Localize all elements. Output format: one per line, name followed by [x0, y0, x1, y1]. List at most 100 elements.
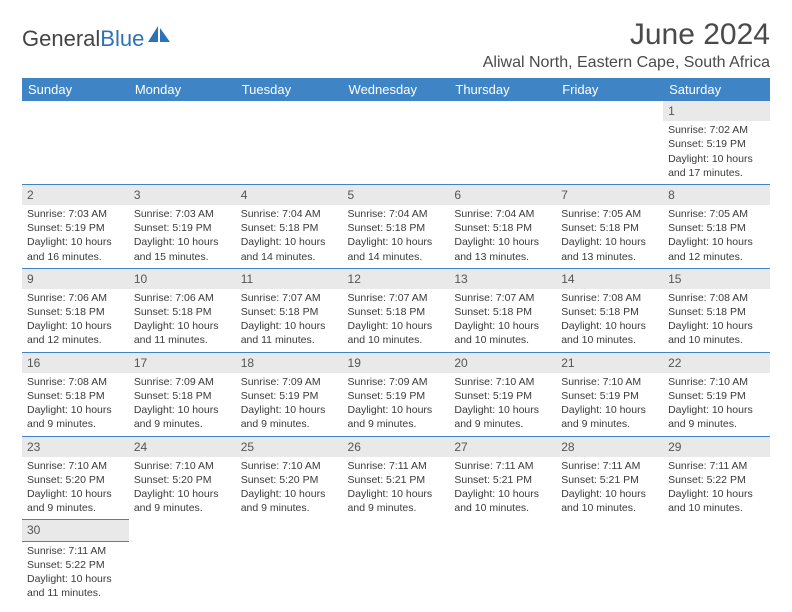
calendar-cell: 23Sunrise: 7:10 AMSunset: 5:20 PMDayligh…	[22, 436, 129, 520]
day-line: and 12 minutes.	[27, 333, 124, 347]
day-line: Sunrise: 7:04 AM	[454, 207, 551, 221]
day-line: and 9 minutes.	[348, 417, 445, 431]
day-line: Daylight: 10 hours	[27, 319, 124, 333]
day-line: and 9 minutes.	[241, 417, 338, 431]
day-line: Daylight: 10 hours	[454, 403, 551, 417]
day-line: and 11 minutes.	[27, 586, 124, 600]
day-line: Sunrise: 7:09 AM	[348, 375, 445, 389]
day-number: 21	[556, 352, 663, 373]
calendar-cell	[343, 519, 450, 604]
calendar-cell: 17Sunrise: 7:09 AMSunset: 5:18 PMDayligh…	[129, 352, 236, 436]
day-number: 6	[449, 184, 556, 205]
day-body: Sunrise: 7:07 AMSunset: 5:18 PMDaylight:…	[449, 289, 556, 352]
day-line: Sunrise: 7:07 AM	[241, 291, 338, 305]
calendar-cell	[22, 101, 129, 184]
calendar-week: 30Sunrise: 7:11 AMSunset: 5:22 PMDayligh…	[22, 519, 770, 604]
day-line: Daylight: 10 hours	[348, 235, 445, 249]
day-line: Sunrise: 7:10 AM	[134, 459, 231, 473]
day-line: Sunrise: 7:06 AM	[27, 291, 124, 305]
day-number: 18	[236, 352, 343, 373]
day-number: 28	[556, 436, 663, 457]
day-body: Sunrise: 7:10 AMSunset: 5:19 PMDaylight:…	[663, 373, 770, 436]
day-number: 29	[663, 436, 770, 457]
day-line: Sunrise: 7:03 AM	[27, 207, 124, 221]
day-header-row: Sunday Monday Tuesday Wednesday Thursday…	[22, 78, 770, 101]
day-line: Daylight: 10 hours	[241, 487, 338, 501]
day-line: Daylight: 10 hours	[668, 152, 765, 166]
day-line: Sunrise: 7:08 AM	[561, 291, 658, 305]
brand-part2: Blue	[100, 26, 144, 52]
day-line: Sunrise: 7:05 AM	[561, 207, 658, 221]
day-body: Sunrise: 7:10 AMSunset: 5:20 PMDaylight:…	[236, 457, 343, 520]
day-line: Sunrise: 7:11 AM	[668, 459, 765, 473]
day-line: and 17 minutes.	[668, 166, 765, 180]
day-body: Sunrise: 7:09 AMSunset: 5:19 PMDaylight:…	[343, 373, 450, 436]
day-line: Daylight: 10 hours	[27, 403, 124, 417]
calendar-cell	[236, 519, 343, 604]
day-line: Sunset: 5:18 PM	[348, 305, 445, 319]
day-line: Daylight: 10 hours	[241, 403, 338, 417]
day-body: Sunrise: 7:10 AMSunset: 5:20 PMDaylight:…	[22, 457, 129, 520]
calendar-cell: 26Sunrise: 7:11 AMSunset: 5:21 PMDayligh…	[343, 436, 450, 520]
day-line: Daylight: 10 hours	[454, 319, 551, 333]
day-number: 15	[663, 268, 770, 289]
day-line: Sunset: 5:18 PM	[454, 221, 551, 235]
day-line: and 9 minutes.	[134, 501, 231, 515]
day-line: Sunset: 5:21 PM	[561, 473, 658, 487]
day-line: and 9 minutes.	[454, 417, 551, 431]
dayhdr-sat: Saturday	[663, 78, 770, 101]
day-line: Sunset: 5:22 PM	[27, 558, 124, 572]
day-body: Sunrise: 7:11 AMSunset: 5:22 PMDaylight:…	[663, 457, 770, 520]
day-line: Sunset: 5:18 PM	[134, 305, 231, 319]
day-line: Sunset: 5:22 PM	[668, 473, 765, 487]
day-body: Sunrise: 7:10 AMSunset: 5:19 PMDaylight:…	[449, 373, 556, 436]
day-number: 24	[129, 436, 236, 457]
calendar-cell: 29Sunrise: 7:11 AMSunset: 5:22 PMDayligh…	[663, 436, 770, 520]
day-number: 4	[236, 184, 343, 205]
day-line: Sunrise: 7:08 AM	[27, 375, 124, 389]
calendar-cell: 5Sunrise: 7:04 AMSunset: 5:18 PMDaylight…	[343, 184, 450, 268]
day-line: and 10 minutes.	[454, 333, 551, 347]
day-line: Sunset: 5:19 PM	[348, 389, 445, 403]
day-line: Daylight: 10 hours	[134, 235, 231, 249]
calendar-cell: 7Sunrise: 7:05 AMSunset: 5:18 PMDaylight…	[556, 184, 663, 268]
calendar-cell	[343, 101, 450, 184]
day-line: Daylight: 10 hours	[668, 403, 765, 417]
day-body: Sunrise: 7:08 AMSunset: 5:18 PMDaylight:…	[22, 373, 129, 436]
calendar-cell: 12Sunrise: 7:07 AMSunset: 5:18 PMDayligh…	[343, 268, 450, 352]
day-body: Sunrise: 7:02 AMSunset: 5:19 PMDaylight:…	[663, 121, 770, 184]
day-body: Sunrise: 7:04 AMSunset: 5:18 PMDaylight:…	[343, 205, 450, 268]
calendar-week: 2Sunrise: 7:03 AMSunset: 5:19 PMDaylight…	[22, 184, 770, 268]
calendar-cell	[236, 101, 343, 184]
day-line: and 9 minutes.	[241, 501, 338, 515]
day-line: Daylight: 10 hours	[134, 319, 231, 333]
day-line: and 10 minutes.	[668, 333, 765, 347]
calendar-cell: 6 Sunrise: 7:04 AMSunset: 5:18 PMDaylight…	[449, 184, 556, 268]
day-body: Sunrise: 7:11 AMSunset: 5:21 PMDaylight:…	[343, 457, 450, 520]
day-line: Sunrise: 7:03 AM	[134, 207, 231, 221]
day-line: Sunset: 5:20 PM	[134, 473, 231, 487]
day-body: Sunrise: 7:09 AMSunset: 5:18 PMDaylight:…	[129, 373, 236, 436]
day-line: Sunrise: 7:10 AM	[668, 375, 765, 389]
title-block: June 2024 Aliwal North, Eastern Cape, So…	[483, 18, 770, 72]
dayhdr-wed: Wednesday	[343, 78, 450, 101]
day-line: Sunset: 5:20 PM	[27, 473, 124, 487]
day-number: 9	[22, 268, 129, 289]
day-line: and 14 minutes.	[348, 250, 445, 264]
day-line: Sunrise: 7:11 AM	[27, 544, 124, 558]
day-line: Daylight: 10 hours	[668, 235, 765, 249]
day-line: Sunrise: 7:05 AM	[668, 207, 765, 221]
calendar-cell	[663, 519, 770, 604]
calendar-cell: 4Sunrise: 7:04 AMSunset: 5:18 PMDaylight…	[236, 184, 343, 268]
day-line: Daylight: 10 hours	[348, 319, 445, 333]
calendar-cell: 13Sunrise: 7:07 AMSunset: 5:18 PMDayligh…	[449, 268, 556, 352]
day-line: Daylight: 10 hours	[454, 235, 551, 249]
calendar-cell: 28Sunrise: 7:11 AMSunset: 5:21 PMDayligh…	[556, 436, 663, 520]
day-body: Sunrise: 7:11 AMSunset: 5:21 PMDaylight:…	[449, 457, 556, 520]
calendar-cell	[129, 519, 236, 604]
calendar-cell: 14Sunrise: 7:08 AMSunset: 5:18 PMDayligh…	[556, 268, 663, 352]
day-number: 25	[236, 436, 343, 457]
day-line: Sunrise: 7:11 AM	[348, 459, 445, 473]
calendar-week: 9Sunrise: 7:06 AMSunset: 5:18 PMDaylight…	[22, 268, 770, 352]
day-line: Daylight: 10 hours	[561, 235, 658, 249]
